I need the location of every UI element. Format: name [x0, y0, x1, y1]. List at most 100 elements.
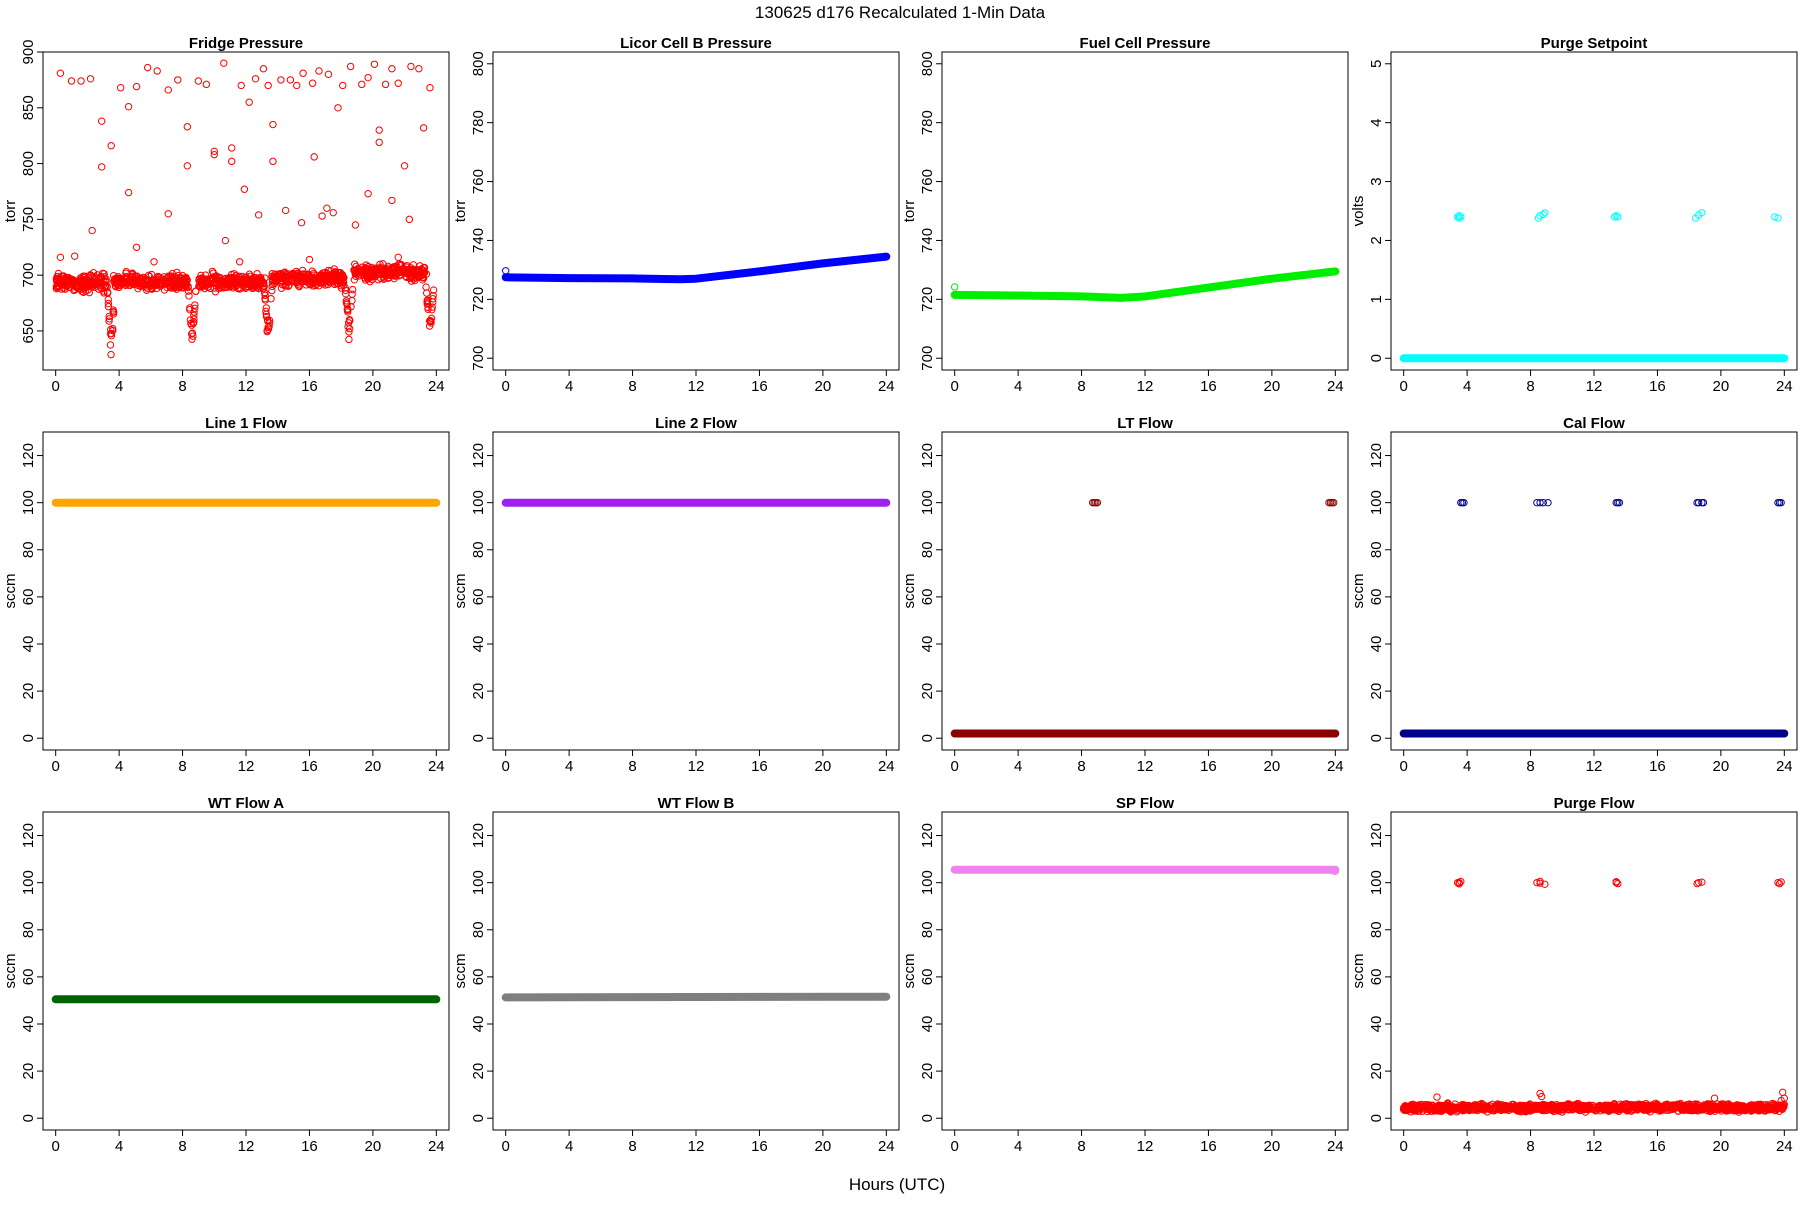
noise-point: [389, 265, 397, 273]
x-tick-label: 8: [628, 1138, 636, 1155]
noise-point: [152, 278, 160, 286]
noise-point: [142, 283, 151, 291]
y-tick-label: 780: [470, 110, 487, 135]
noise-point: [1461, 1105, 1470, 1113]
noise-point: [109, 271, 118, 280]
x-tick-label: 20: [1713, 378, 1730, 395]
x-tick-label: 0: [1400, 1138, 1408, 1155]
noise-point: [52, 283, 61, 291]
outlier-point: [277, 76, 285, 84]
outlier-point: [259, 65, 268, 73]
noise-point: [222, 278, 230, 286]
data-point: [1541, 209, 1549, 217]
dip-point: [107, 350, 115, 359]
dip-point: [348, 285, 357, 294]
noise-point: [1601, 1105, 1609, 1113]
panel-title: SP Flow: [1116, 795, 1174, 812]
outlier-point: [1612, 878, 1620, 886]
y-tick-label: 800: [470, 51, 487, 76]
x-tick-label: 8: [178, 758, 186, 775]
x-tick-label: 4: [1463, 1138, 1471, 1155]
x-tick-label: 0: [951, 1138, 959, 1155]
dip-point: [265, 319, 274, 327]
dip-point: [189, 319, 197, 328]
y-tick-label: 60: [20, 589, 37, 606]
outlier-point: [318, 212, 326, 220]
dip-point: [103, 282, 111, 291]
dip-point: [341, 290, 350, 298]
outlier-point: [183, 162, 192, 170]
outlier-point: [67, 77, 76, 85]
panel-title: WT Flow B: [658, 795, 735, 812]
y-tick-label: 40: [1368, 1016, 1385, 1033]
outlier-point: [381, 80, 390, 89]
x-tick-label: 20: [815, 378, 832, 395]
y-tick-label: 4: [1368, 118, 1385, 126]
y-tick-label: 100: [470, 490, 487, 515]
x-tick-label: 24: [878, 1138, 895, 1155]
x-tick-label: 12: [238, 758, 255, 775]
dip-point: [268, 282, 276, 291]
panel-title: Cal Flow: [1563, 415, 1625, 432]
noise-point: [1457, 1101, 1465, 1110]
noise-point: [1484, 1103, 1493, 1112]
y-tick-label: 40: [470, 636, 487, 653]
panel-title: Licor Cell B Pressure: [620, 35, 772, 52]
noise-point: [198, 276, 206, 284]
dip-point: [187, 330, 196, 338]
dip-point: [427, 319, 435, 327]
y-tick-label: 800: [919, 51, 936, 76]
outlier-point: [1457, 877, 1465, 886]
outlier-point: [235, 258, 244, 266]
panel-2: Fuel Cell Pressure torr 0 4 8 12 16 20 24 700 720 7…: [901, 35, 1349, 395]
x-tick-label: 0: [502, 758, 510, 775]
noise-point: [381, 266, 389, 274]
y-axis-label: torr: [901, 200, 918, 223]
y-tick-label: 40: [919, 1016, 936, 1033]
noise-point: [1674, 1107, 1682, 1115]
noise-point: [115, 281, 123, 290]
outlier-point: [77, 77, 85, 85]
outlier-point: [286, 76, 295, 84]
x-tick-label: 20: [365, 378, 382, 395]
x-tick-label: 8: [1526, 378, 1534, 395]
dip-point: [423, 297, 431, 306]
x-tick-label: 24: [1327, 758, 1344, 775]
dip-point: [187, 319, 195, 328]
noise-point: [285, 281, 293, 289]
dip-point: [106, 341, 115, 349]
y-tick-label: 740: [470, 228, 487, 253]
x-tick-label: 4: [1014, 758, 1022, 775]
dip-point: [260, 289, 269, 297]
noise-point: [1546, 1102, 1554, 1111]
data-point: [1330, 498, 1338, 507]
y-tick-label: 0: [1368, 1114, 1385, 1122]
noise-point: [1415, 1101, 1423, 1109]
x-tick-label: 0: [1400, 378, 1408, 395]
outlier-point: [370, 60, 379, 68]
plot-frame: [941, 811, 1349, 1131]
x-tick-label: 24: [1776, 1138, 1793, 1155]
x-tick-label: 12: [688, 758, 705, 775]
noise-point: [350, 266, 358, 274]
dip-point: [186, 304, 194, 312]
x-tick-label: 24: [428, 758, 445, 775]
noise-point: [82, 282, 90, 291]
y-tick-label: 80: [470, 921, 487, 938]
x-tick-label: 16: [1649, 758, 1666, 775]
outlier-point: [364, 73, 372, 82]
noise-point: [1499, 1105, 1508, 1113]
noise-point: [246, 272, 255, 280]
plot-frame: [492, 811, 900, 1131]
y-tick-label: 0: [20, 734, 37, 742]
outlier-point: [1433, 1093, 1441, 1101]
y-tick-label: 80: [470, 541, 487, 558]
noise-point: [1660, 1101, 1669, 1110]
noise-point: [367, 265, 375, 273]
dip-point: [341, 284, 350, 292]
plot-frame: [42, 811, 450, 1131]
panel-10: SP Flow sccm 0 4 8 12 16 20 24 0 20 40 60 80 100 120: [901, 795, 1349, 1155]
data-point: [1699, 498, 1708, 507]
outlier-point: [1777, 878, 1785, 886]
